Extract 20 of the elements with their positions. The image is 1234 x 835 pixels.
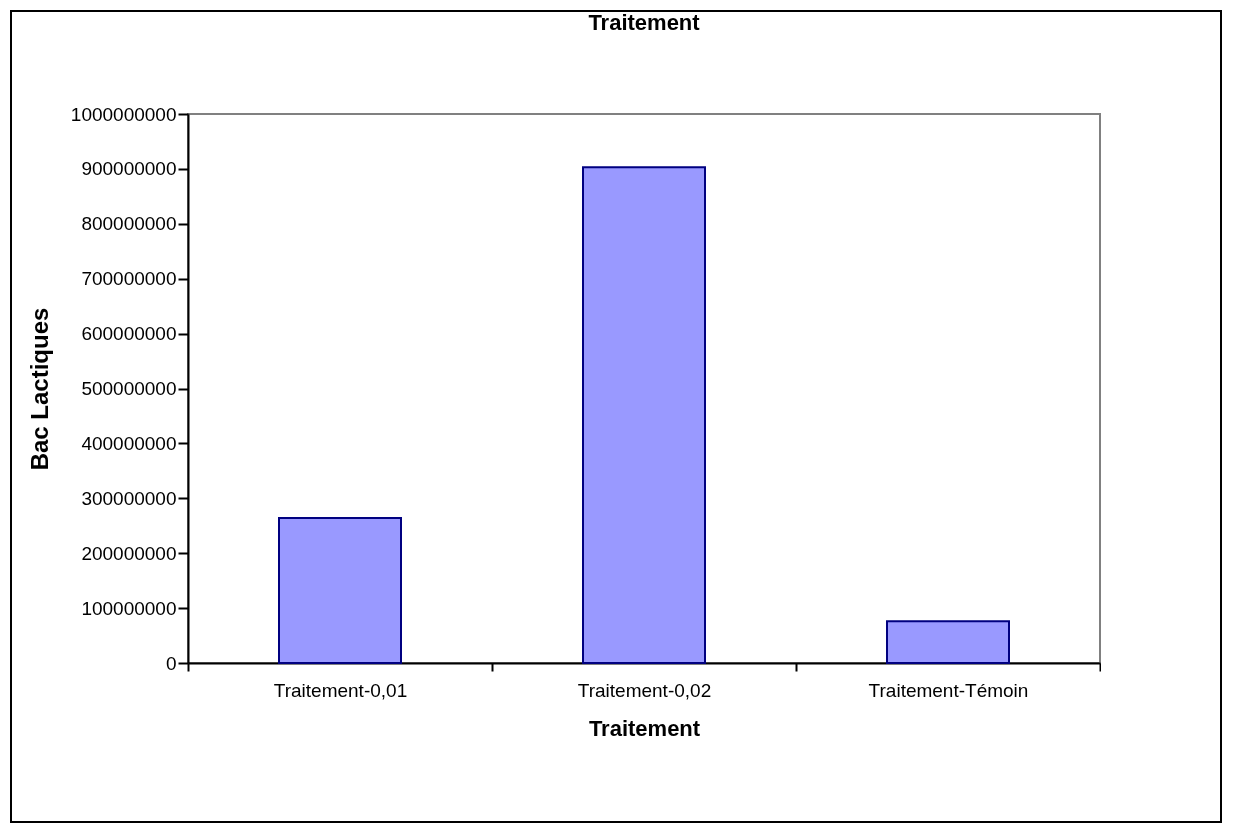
y-tick-label: 400000000 (81, 432, 177, 454)
y-tick-label: 600000000 (81, 323, 177, 345)
y-tick-label: 300000000 (81, 487, 177, 509)
x-tick-label: Traitement-0,01 (273, 679, 408, 701)
x-tick-label: Traitement-0,02 (577, 679, 712, 701)
y-tick-label: 100000000 (81, 597, 177, 619)
bar (886, 620, 1010, 664)
y-tick-label: 200000000 (81, 542, 177, 564)
bar (278, 517, 402, 664)
y-tick-label: 500000000 (81, 378, 177, 399)
y-tick-label: 1000000000 (70, 103, 177, 125)
y-tick-label: 0 (165, 652, 177, 674)
bar (582, 166, 706, 664)
y-tick-label: 900000000 (81, 158, 177, 180)
chart-title: Traitement (588, 10, 701, 35)
x-axis-title: Traitement (588, 715, 701, 741)
y-tick-label: 800000000 (81, 213, 177, 235)
x-tick-label: Traitement-Témoin (868, 679, 1029, 701)
y-axis-title: Bac Lactiques (25, 307, 53, 471)
y-tick-label: 700000000 (81, 268, 177, 290)
